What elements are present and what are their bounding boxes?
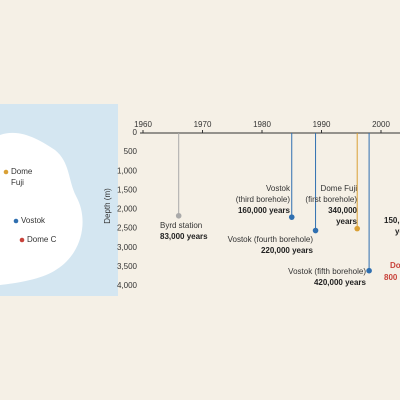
y-tick-label: 1,500 — [117, 185, 138, 194]
cropped-label: 150, — [384, 216, 400, 225]
point-age: 420,000 years — [314, 278, 367, 287]
site-dot — [19, 237, 25, 243]
point-label: Vostok (fourth borehole) — [228, 235, 314, 244]
y-axis-label: Depth (m) — [103, 188, 112, 224]
core-point — [175, 212, 182, 219]
y-tick-label: 2,000 — [117, 205, 138, 214]
map-land — [0, 132, 83, 285]
y-tick-label: 4,000 — [117, 281, 138, 290]
y-tick-label: 0 — [133, 128, 138, 137]
site-dot — [3, 169, 9, 175]
x-tick-label: 1970 — [194, 120, 212, 129]
x-tick-label: 2000 — [372, 120, 390, 129]
point-age: years — [336, 217, 357, 226]
y-tick-label: 2,500 — [117, 224, 138, 233]
cropped-label: Do — [390, 261, 400, 270]
core-point — [366, 267, 372, 274]
x-tick-label: 1960 — [134, 120, 152, 129]
cropped-label: ye — [395, 227, 400, 236]
x-tick-label: 1990 — [313, 120, 331, 129]
core-point — [288, 214, 295, 220]
core-point — [312, 227, 319, 234]
y-tick-label: 1,000 — [117, 166, 138, 175]
point-age: 340,000 — [328, 206, 357, 215]
site-label: Dome — [11, 167, 33, 176]
x-tick-label: 1980 — [253, 120, 271, 129]
site-dot — [13, 218, 19, 224]
point-label: (third borehole) — [236, 195, 291, 204]
site-label: Vostok — [21, 216, 46, 225]
site-label: Dome C — [27, 235, 57, 244]
point-age: 160,000 years — [238, 206, 291, 215]
point-age: 220,000 years — [261, 246, 314, 255]
y-tick-label: 3,500 — [117, 262, 138, 271]
point-age: 83,000 years — [160, 232, 208, 241]
point-label: Byrd station — [160, 221, 202, 230]
point-label: (first borehole) — [305, 195, 357, 204]
y-tick-label: 3,000 — [117, 243, 138, 252]
core-point — [354, 225, 361, 232]
point-label: Dome Fuji — [321, 184, 358, 193]
point-label: Vostok — [266, 184, 291, 193]
y-tick-label: 500 — [124, 147, 138, 156]
cropped-label: 800 — [384, 273, 398, 282]
point-label: Vostok (fifth borehole) — [288, 267, 366, 276]
site-label: Fuji — [11, 178, 24, 187]
